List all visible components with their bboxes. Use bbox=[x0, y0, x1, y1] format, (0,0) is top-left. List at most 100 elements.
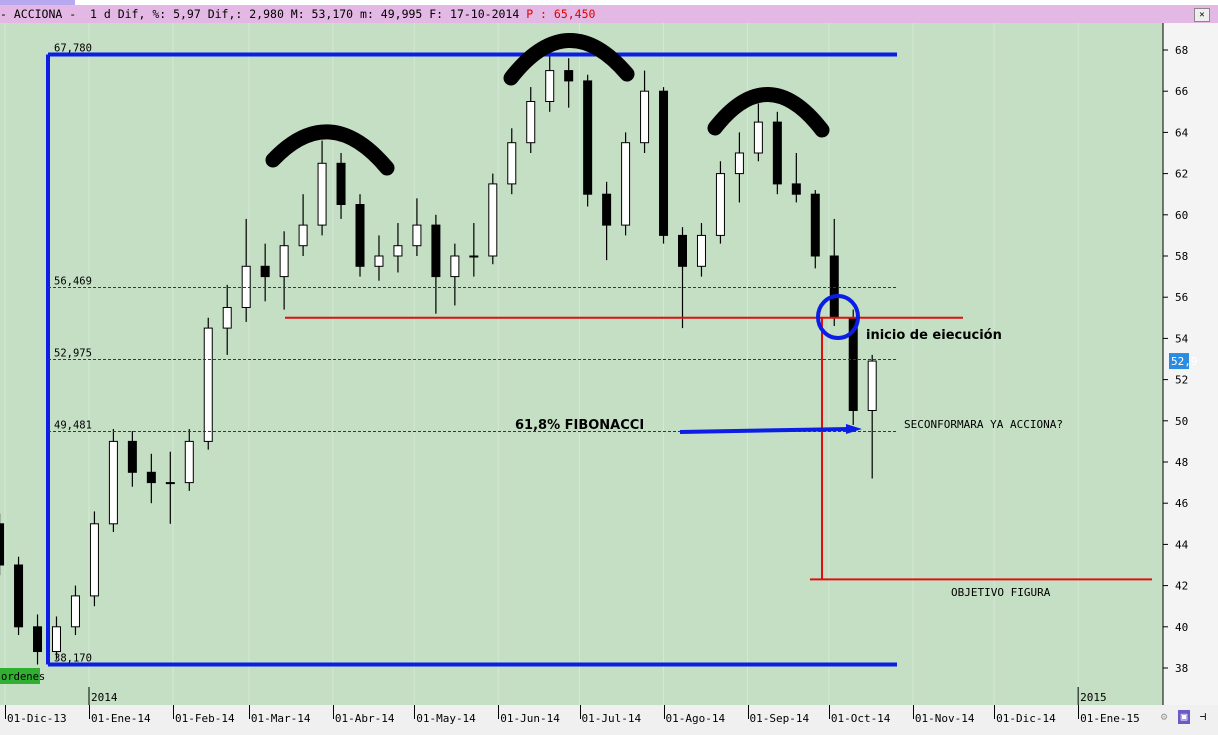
last-price-label: 52,9 bbox=[1171, 355, 1198, 368]
candle-body bbox=[734, 152, 744, 175]
candle-body bbox=[507, 142, 517, 185]
x-tick-label: 01-Jun-14 bbox=[500, 712, 560, 725]
candle-body bbox=[146, 471, 156, 484]
fibonacci-level-label: 49,481 bbox=[54, 419, 92, 431]
y-tick-label: 38 bbox=[1175, 662, 1188, 675]
candle-body bbox=[488, 183, 498, 257]
x-tick bbox=[414, 705, 416, 719]
y-tick-label: 46 bbox=[1175, 497, 1188, 510]
y-tick-label: 64 bbox=[1175, 126, 1189, 139]
x-tick-label: 01-Feb-14 bbox=[175, 712, 235, 725]
candle-body bbox=[336, 162, 346, 206]
pin-icon[interactable]: ⊣ bbox=[1199, 710, 1207, 723]
x-tick-label: 01-Jul-14 bbox=[581, 712, 642, 725]
candle-body bbox=[640, 90, 650, 144]
fibonacci-level-label: 56,469 bbox=[54, 276, 92, 288]
price-info: P : 65,450 bbox=[526, 7, 596, 21]
candle-body bbox=[374, 255, 384, 267]
x-tick-label: 01-Mar-14 bbox=[250, 712, 311, 725]
plot-background bbox=[0, 23, 1163, 705]
x-tick bbox=[994, 705, 996, 719]
year-marker-label: 2015 bbox=[1080, 691, 1107, 704]
candle-body bbox=[696, 234, 706, 267]
fibonacci-arrow bbox=[679, 427, 851, 434]
candle-body bbox=[526, 101, 536, 144]
candle-body bbox=[222, 307, 232, 329]
candle-body bbox=[753, 121, 763, 154]
close-button[interactable]: ✕ bbox=[1194, 8, 1210, 22]
x-tick-label: 01-Dic-14 bbox=[996, 712, 1056, 725]
candle-body bbox=[127, 440, 137, 473]
settings-icon[interactable]: ⚙ bbox=[1160, 710, 1168, 723]
annotation-target-text: OBJETIVO FIGURA bbox=[951, 586, 1051, 599]
x-tick-label: 01-May-14 bbox=[416, 712, 476, 725]
candle-body bbox=[545, 70, 555, 102]
x-tick-label: 01-Nov-14 bbox=[914, 712, 975, 725]
pattern-arc bbox=[707, 87, 830, 138]
candle-body bbox=[260, 265, 270, 278]
save-icon[interactable]: ▣ bbox=[1178, 710, 1190, 724]
x-tick bbox=[173, 705, 175, 719]
x-tick bbox=[248, 705, 250, 719]
orders-button-label: ordenes bbox=[1, 671, 45, 683]
breakout-circle bbox=[816, 294, 860, 340]
candle-body bbox=[867, 360, 877, 411]
y-tick-label: 54 bbox=[1175, 332, 1189, 345]
candlestick-chart[interactable]: 38 40 42 44 46 48 50 52 54 56 58 60 62 64 66 68 2014 2015… bbox=[0, 23, 1218, 705]
y-tick-label: 44 bbox=[1175, 538, 1189, 551]
candle-body bbox=[829, 255, 839, 319]
x-tick bbox=[332, 705, 334, 719]
y-tick-label: 66 bbox=[1175, 85, 1188, 98]
candle-body bbox=[184, 440, 194, 484]
candle-body bbox=[165, 482, 175, 485]
pattern-arc bbox=[265, 124, 395, 176]
candle-body bbox=[393, 245, 403, 257]
candle-body bbox=[51, 626, 61, 653]
chart-title-bar: - ACCIONA - 1 d Dif, %: 5,97 Dif,: 2,980… bbox=[0, 5, 1218, 23]
y-tick-label: 68 bbox=[1175, 44, 1188, 57]
arrow-head-icon bbox=[846, 424, 862, 434]
date-axis: ⚙ ▣ ⊣ 01-Dic-13 01-Ene-14 01-Feb-14 01-Mar-… bbox=[0, 705, 1218, 735]
candle-body bbox=[412, 224, 422, 247]
x-tick bbox=[89, 705, 90, 719]
max-label: 67,780 bbox=[54, 43, 92, 55]
x-tick-label: 01-Sep-14 bbox=[749, 712, 810, 725]
x-tick bbox=[912, 705, 914, 719]
min-label: 38,170 bbox=[54, 652, 92, 664]
annotation-fibonacci-text: 61,8% FIBONACCI bbox=[515, 418, 644, 433]
x-tick-label: 01-Ene-15 bbox=[1080, 712, 1140, 725]
year-marker-label: 2014 bbox=[91, 691, 118, 704]
pattern-arc bbox=[503, 33, 635, 86]
x-tick bbox=[747, 705, 749, 719]
top-strip bbox=[0, 0, 1218, 5]
candle-body bbox=[89, 523, 99, 597]
x-tick bbox=[579, 705, 581, 719]
candle-body bbox=[298, 224, 308, 247]
y-tick-label: 48 bbox=[1175, 456, 1188, 469]
candle-body bbox=[810, 193, 820, 257]
x-tick-label: 01-Dic-13 bbox=[7, 712, 67, 725]
x-tick-label: 01-Ene-14 bbox=[91, 712, 151, 725]
x-tick bbox=[828, 705, 830, 719]
y-tick-label: 40 bbox=[1175, 621, 1188, 634]
candle-body bbox=[33, 626, 43, 653]
candle-body bbox=[355, 204, 365, 267]
candle-body bbox=[621, 142, 631, 226]
candle-body bbox=[70, 595, 80, 628]
candle-body bbox=[431, 224, 441, 278]
candle-body bbox=[108, 440, 118, 525]
y-tick-label: 52 bbox=[1175, 374, 1188, 387]
y-tick-label: 42 bbox=[1175, 580, 1188, 593]
orders-button[interactable] bbox=[0, 668, 40, 684]
candle-body bbox=[279, 245, 289, 278]
candle-body bbox=[317, 162, 327, 226]
annotation-question-text: SECONFORMARA YA ACCIONA? bbox=[904, 418, 1063, 431]
candle-body bbox=[0, 523, 5, 566]
window-tab[interactable] bbox=[0, 0, 75, 5]
candle-body bbox=[715, 173, 725, 236]
candle-body bbox=[564, 70, 574, 82]
candle-body bbox=[469, 255, 479, 258]
annotation-start-text: inicio de eiecución bbox=[866, 328, 1002, 343]
candle-body bbox=[450, 255, 460, 278]
candle-body bbox=[583, 80, 593, 195]
